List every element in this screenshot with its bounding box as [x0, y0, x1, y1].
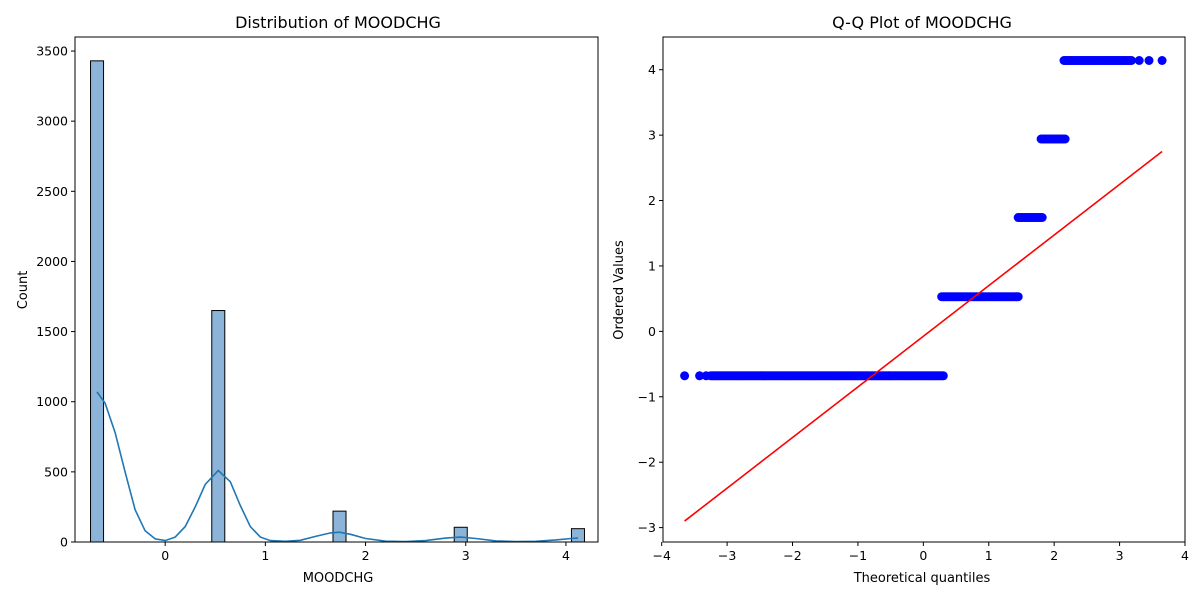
x-tick-label: 2	[362, 548, 370, 563]
qq-point	[1134, 56, 1144, 65]
qq-point	[1127, 56, 1136, 65]
y-axis-label: Ordered Values	[612, 240, 627, 340]
y-tick-label: −2	[638, 455, 656, 470]
kde-line	[96, 391, 579, 543]
kde-curve	[96, 391, 579, 543]
histogram-bar	[90, 60, 105, 543]
y-tick-label: 2000	[36, 254, 68, 269]
y-tick-label: 1500	[36, 324, 68, 339]
y-tick-label: 2500	[36, 184, 68, 199]
x-tick-label: 1	[261, 548, 269, 563]
x-tick-label: 3	[462, 548, 470, 563]
y-tick-label: 4	[648, 62, 656, 77]
y-tick-label: 3500	[36, 44, 68, 59]
y-tick-label: 0	[60, 535, 68, 550]
axes-frame	[74, 36, 599, 543]
x-tick-label: 2	[1050, 548, 1058, 563]
y-tick-label: −1	[638, 389, 656, 404]
chart-title: Distribution of MOODCHG	[235, 13, 441, 32]
x-tick-label: −1	[849, 548, 867, 563]
qq-point	[938, 371, 948, 381]
plot-area	[90, 60, 585, 543]
y-axis-ticks: 0 500 1000 1500 2000 2500 3000 3500	[36, 44, 75, 550]
chart-title: Q-Q Plot of MOODCHG	[832, 13, 1012, 32]
histogram-chart: Distribution of MOODCHG 0 1 2 3 4 0 500 1000 15…	[16, 13, 599, 586]
x-tick-label: 4	[562, 548, 570, 563]
y-tick-label: 3000	[36, 114, 68, 129]
qq-plot-chart: Q-Q Plot of MOODCHG −4 −3 −2 −1 0 1 2 3 4 −3 −2 −1…	[612, 13, 1189, 586]
x-axis-label: MOODCHG	[303, 571, 374, 586]
x-tick-label: 1	[985, 548, 993, 563]
y-tick-label: 1	[648, 258, 656, 273]
fit-line	[684, 150, 1163, 522]
x-tick-label: 3	[1116, 548, 1124, 563]
y-tick-label: 3	[648, 128, 656, 143]
histogram-bar	[211, 310, 226, 543]
x-tick-label: 0	[919, 548, 927, 563]
y-tick-label: 1000	[36, 394, 68, 409]
qq-point	[1037, 213, 1047, 222]
x-tick-label: 4	[1181, 548, 1189, 563]
qq-point	[1013, 292, 1023, 302]
qq-point	[1144, 56, 1154, 65]
x-tick-label: −3	[718, 548, 736, 563]
x-axis-label: Theoretical quantiles	[853, 571, 991, 586]
reference-line	[684, 150, 1163, 522]
histogram-bar	[453, 526, 468, 543]
x-tick-label: −2	[783, 548, 801, 563]
qq-point	[1060, 134, 1070, 144]
qq-point	[1157, 56, 1167, 65]
histogram-bar	[332, 510, 347, 543]
qq-point	[680, 371, 690, 381]
x-axis-ticks: −4 −3 −2 −1 0 1 2 3 4	[652, 542, 1189, 563]
y-tick-label: 2	[648, 193, 656, 208]
y-tick-label: −3	[638, 520, 656, 535]
y-axis-label: Count	[16, 271, 31, 310]
histogram-bar	[570, 528, 585, 543]
y-axis-ticks: −3 −2 −1 0 1 2 3 4	[638, 62, 663, 535]
qq-points	[680, 56, 1167, 381]
x-axis-ticks: 0 1 2 3 4	[161, 542, 570, 563]
y-tick-label: 0	[648, 324, 656, 339]
y-tick-label: 500	[44, 464, 68, 479]
qq-point	[695, 371, 705, 381]
x-tick-label: −4	[652, 548, 670, 563]
qq-point	[701, 371, 711, 381]
axes-frame	[662, 36, 1186, 543]
x-tick-label: 0	[161, 548, 169, 563]
